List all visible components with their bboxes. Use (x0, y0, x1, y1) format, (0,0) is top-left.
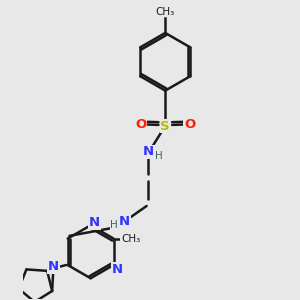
Text: H: H (110, 220, 118, 230)
Text: CH₃: CH₃ (156, 7, 175, 17)
Text: N: N (119, 215, 130, 228)
Text: O: O (184, 118, 195, 131)
Text: S: S (160, 120, 170, 133)
Text: O: O (135, 118, 146, 131)
Text: H: H (155, 151, 163, 161)
Text: CH₃: CH₃ (121, 234, 140, 244)
Text: N: N (143, 145, 154, 158)
Text: N: N (111, 262, 122, 276)
Text: N: N (48, 260, 59, 273)
Text: N: N (89, 216, 100, 229)
